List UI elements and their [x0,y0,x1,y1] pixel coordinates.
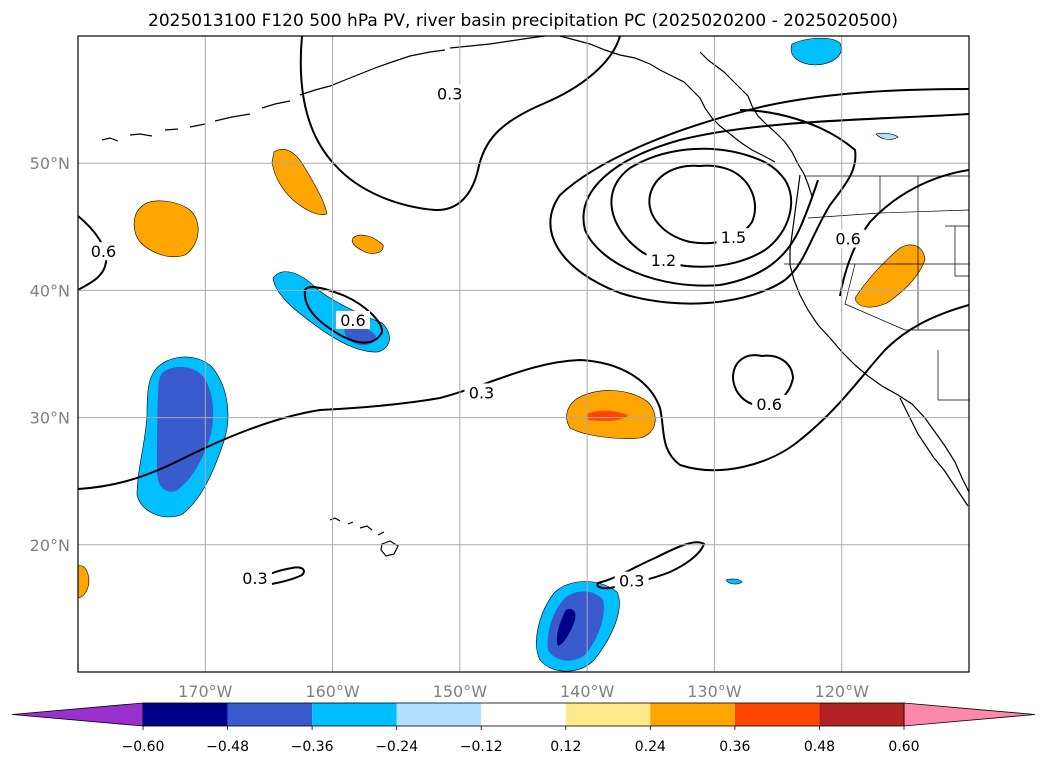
pv-contour-0.3-north [299,36,621,212]
colorbar-tick-label: −0.36 [291,739,334,755]
lat-tick-label: 40°N [30,281,70,300]
contour-label-background [335,310,370,329]
state-borders [784,176,969,401]
colorbar-segment [227,703,313,726]
bc-coast [699,51,813,197]
contour-label: 1.2 [651,251,676,270]
pc-negative-region-gulf-of-alaska [790,37,842,66]
colorbar-tick-label: 0.60 [888,739,919,755]
contour-label: 0.6 [91,242,116,261]
contour-label-background [464,383,499,402]
lon-tick-label: 120°W [815,682,870,701]
lon-tick-label: 160°W [305,682,360,701]
alaska-peninsula-coast [449,36,776,163]
colorbar-tick-label: 0.48 [804,739,835,755]
contour-label-background [237,569,272,588]
colorbar-tick-label: −0.60 [122,739,165,755]
contour-label: 0.6 [756,395,781,414]
aleutian-islands-coast [101,49,446,142]
hawaii-islands [329,517,399,557]
contour-label-background [86,242,121,261]
contour-label: 0.3 [242,569,267,588]
pc-positive-region-small [351,234,384,254]
pc-positive-region-west-edge [78,565,90,599]
contour-label-background [831,229,866,248]
colorbar-outline [142,702,905,727]
contour-label: 0.3 [437,85,462,104]
chart-title: 2025013100 F120 500 hPa PV, river basin … [148,11,898,31]
map-frame [77,35,970,673]
contour-label: 0.6 [835,230,860,249]
lon-tick-label: 170°W [178,682,233,701]
colorbar-tick-label: −0.24 [375,739,418,755]
us-west-coast [789,174,969,493]
pc-positive-region-west-dateline [133,200,199,258]
pc-negative-region-east-pacific-small [725,578,743,585]
colorbar-segment [565,703,651,726]
colorbar-segment [481,703,566,726]
contour-label: 0.3 [619,572,644,591]
contour-label-layer: 0.3 0.6 1.2 1.5 0.6 0.6 0.3 0.6 0.3 0.3 [86,84,866,591]
contour-label-background [432,84,467,103]
colorbar-extend-low [11,702,144,727]
colorbar-tick-label: −0.12 [460,739,503,755]
colorbar-extend-high [903,702,1036,727]
lon-tick-label: 130°W [687,682,742,701]
colorbar-tick-label: 0.12 [550,739,581,755]
contour-label-background [716,228,751,247]
colorbar-segment [734,703,820,726]
colorbar-tick-label: 0.24 [635,739,666,755]
pv-contour-0.6-west-edge [78,215,108,291]
colorbar-segment [650,703,735,726]
pv-contour-0.6-east [839,169,969,297]
pc-positive-region-north-pacific [271,148,328,215]
map-background [78,36,969,672]
colorbar-segment [819,703,904,726]
boundary-layer [784,175,969,401]
pc-negative-region-bc-interior [875,132,899,140]
pc-negative-core-subtropics-west [157,366,214,492]
lon-tick-label: 140°W [560,682,615,701]
lat-tick-label: 30°N [30,409,70,428]
colorbar-segment [312,703,397,726]
contour-label-background [752,394,787,413]
colorbar-tick-label: −0.48 [206,739,249,755]
baja-peninsula-coast [899,397,969,507]
contour-label-background [614,571,649,590]
colorbar: −0.60 −0.48 −0.36 −0.24 −0.12 0.12 0.24 0.36 0.4… [11,702,1036,755]
pc-positive-core-subtropics-central [587,410,628,421]
lat-tick-label: 50°N [30,154,70,173]
lon-tick-label: 150°W [433,682,488,701]
lat-tick-labels: 20°N 30°N 40°N 50°N [30,154,70,555]
contour-label: 1.5 [721,228,746,247]
lat-tick-label: 20°N [30,536,70,555]
contour-label-background [646,251,681,270]
lon-tick-labels: 170°W 160°W 150°W 140°W 130°W 120°W [178,682,869,701]
colorbar-tick-label: 0.36 [719,739,750,755]
contour-label: 0.3 [469,383,494,402]
contour-label: 0.6 [340,311,365,330]
gridline-layer [78,36,969,672]
colorbar-segment [396,703,482,726]
colorbar-segment [143,703,228,726]
map-panel: 0.3 0.6 1.2 1.5 0.6 0.6 0.3 0.6 0.3 0.3 [78,36,969,672]
pv-contour-0.3-south-ridge [596,541,706,590]
pc-negative-deep-core-south [556,609,576,646]
coastline-layer [101,36,969,557]
